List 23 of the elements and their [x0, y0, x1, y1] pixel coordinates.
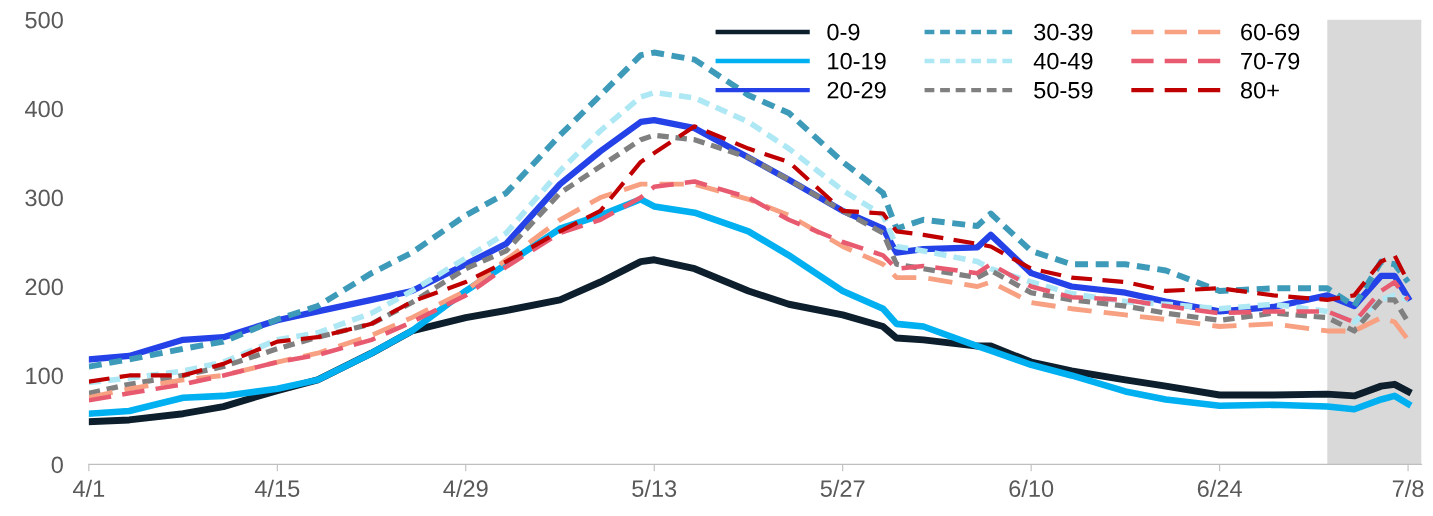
y-tick-label: 0 — [51, 456, 63, 474]
x-tick-label: 5/13 — [632, 479, 677, 498]
x-tick-label: 4/15 — [254, 479, 300, 498]
legend-label: 20-29 — [827, 81, 886, 99]
x-tick-label: 4/29 — [443, 479, 488, 498]
legend-label: 30-39 — [1034, 23, 1093, 41]
legend-label: 80+ — [1240, 81, 1279, 99]
legend-label: 60-69 — [1241, 23, 1300, 41]
x-tick-label: 4/1 — [72, 479, 105, 498]
x-tick-label: 6/10 — [1009, 479, 1054, 498]
legend-label: 50-59 — [1034, 81, 1093, 99]
legend-label: 40-49 — [1033, 52, 1093, 70]
x-tick-label: 6/24 — [1197, 479, 1242, 498]
y-tick-label: 200 — [25, 278, 63, 296]
y-tick-label: 400 — [25, 100, 63, 118]
legend-label: 0-9 — [827, 23, 860, 41]
y-tick-label: 300 — [25, 189, 63, 207]
x-tick-label: 7/8 — [1392, 479, 1424, 498]
y-tick-label: 500 — [25, 11, 63, 29]
x-tick-label: 5/27 — [820, 479, 865, 498]
legend-label: 70-79 — [1241, 52, 1300, 70]
legend-label: 10-19 — [828, 52, 886, 70]
y-tick-label: 100 — [26, 367, 63, 385]
